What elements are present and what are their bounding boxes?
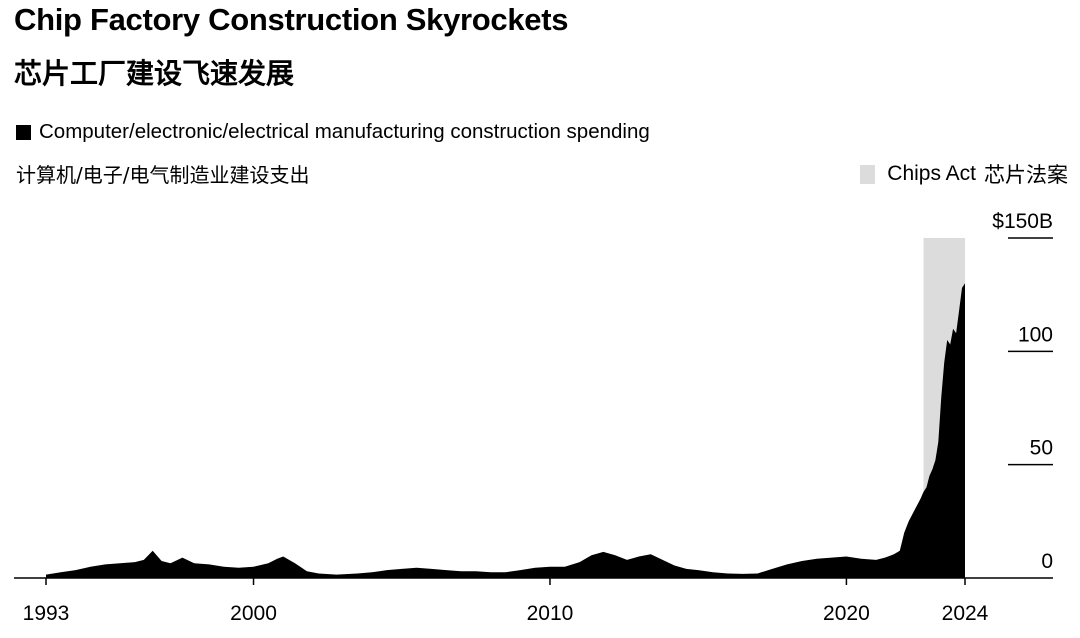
y-tick-label-150: $150B [992,210,1053,233]
x-tick-label-2020: 2020 [823,602,870,625]
x-tick-label-2024: 2024 [942,602,989,625]
x-tick-label-2000: 2000 [230,602,277,625]
x-tick-label-2010: 2010 [527,602,574,625]
chart-title: Chip Factory Construction Skyrockets [14,2,569,37]
x-tick-label-1993: 1993 [23,602,70,625]
chart-subtitle-cn: 芯片工厂建设飞速发展 [14,57,295,90]
legend-chips-act-label-cn: 芯片法案 [984,163,1068,187]
legend-series-swatch [16,124,31,140]
y-tick-label-50: 50 [1030,437,1053,460]
legend-series-label-cn: 计算机/电子/电气制造业建设支出 [16,163,310,187]
legend-series-label: Computer/electronic/electrical manufactu… [39,120,650,143]
legend-chips-act: Chips Act 芯片法案 [860,159,1068,189]
series-area-construction-spending [46,283,965,578]
legend-chips-act-label: Chips Act [887,162,976,185]
y-tick-label-100: 100 [1018,323,1053,346]
legend-chips-act-swatch [860,164,876,184]
y-tick-label-0: 0 [1041,550,1053,573]
legend-series: Computer/electronic/electrical manufactu… [16,120,650,144]
